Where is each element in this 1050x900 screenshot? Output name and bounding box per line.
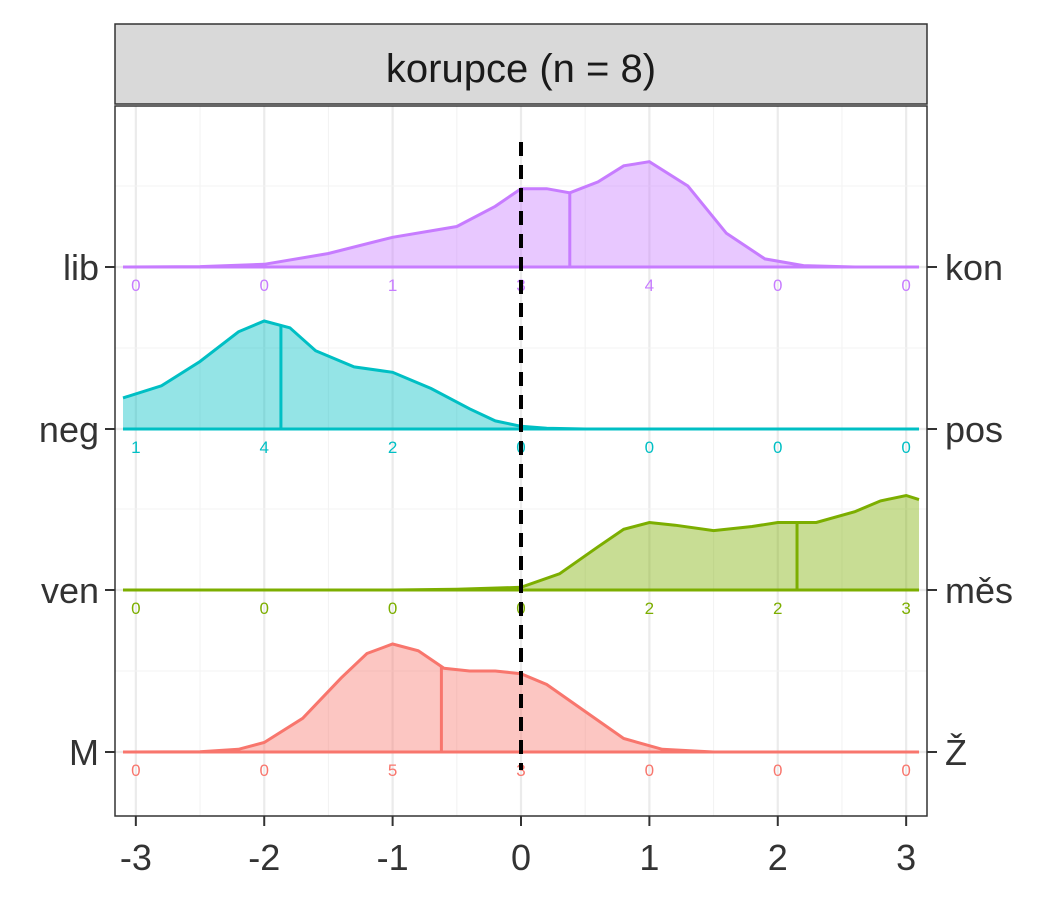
count-label: 0 [645,438,654,457]
count-label: 0 [259,276,268,295]
right-axis-label: měs [945,570,1013,611]
facet-strip: korupce (n = 8) [114,23,928,105]
count-label: 5 [388,761,397,780]
right-axis-label: pos [945,409,1003,450]
count-label: 0 [773,438,782,457]
count-label: 0 [259,761,268,780]
x-tick-label: -3 [120,837,152,878]
density-line [123,493,920,592]
density-line [122,642,919,754]
density-area [123,495,919,590]
count-label: 0 [131,761,140,780]
count-label: 0 [131,599,140,618]
count-label: 0 [901,276,910,295]
count-label: 0 [773,761,782,780]
count-label: 1 [388,276,397,295]
count-label: 0 [259,599,268,618]
x-tick-label: 3 [896,837,916,878]
axes: -3 -2 -1 0 1 2 3 lib kon neg pos ven měs M Ž [39,247,1013,878]
x-tick-label: 0 [511,837,531,878]
right-axis-label: kon [945,247,1003,288]
left-axis-label: M [69,732,99,773]
x-tick-label: -1 [377,837,409,878]
x-tick-label: -2 [248,837,280,878]
left-axis-label: ven [41,570,99,611]
count-label: 0 [645,761,654,780]
count-label: 4 [645,276,654,295]
density-area [123,321,919,429]
count-label: 3 [516,761,525,780]
count-label: 0 [901,438,910,457]
count-label: 0 [388,599,397,618]
left-axis-label: neg [39,409,99,450]
count-label: 2 [645,599,654,618]
right-axis-label: Ž [945,732,967,773]
count-label: 4 [259,438,268,457]
left-axis-label: lib [63,247,99,288]
count-label: 0 [901,761,910,780]
count-label: 0 [773,276,782,295]
x-tick-label: 1 [639,837,659,878]
density-line [122,319,919,431]
count-label: 2 [773,599,782,618]
x-tick-label: 2 [768,837,788,878]
count-label: 0 [131,276,140,295]
count-label: 2 [388,438,397,457]
count-label: 3 [901,599,910,618]
count-label: 1 [131,438,140,457]
chart-title: korupce (n = 8) [386,47,656,91]
